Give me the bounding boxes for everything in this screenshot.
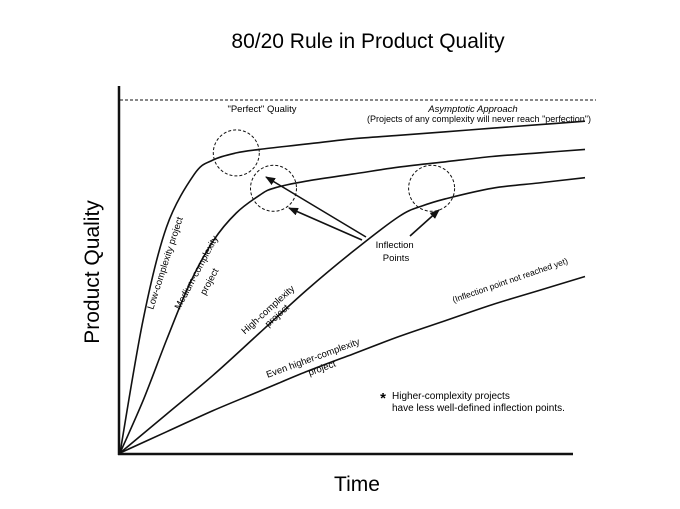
inflection-points-label: Inflection Points <box>376 240 417 264</box>
arrow-to-high <box>409 209 440 237</box>
perfect-quality-label: "Perfect" Quality <box>227 104 296 115</box>
chart-title: 80/20 Rule in Product Quality <box>231 30 505 53</box>
asymptotic-note: (Projects of any complexity will never r… <box>367 114 591 124</box>
arrow-to-medium <box>288 207 363 241</box>
asymptotic-title: Asymptotic Approach <box>427 104 517 115</box>
series-line-medium <box>119 148 586 454</box>
footnote-line-2: have less well-defined inflection points… <box>392 403 565 414</box>
y-axis-label: Product Quality <box>81 200 104 344</box>
footnote-asterisk: * <box>380 390 386 407</box>
series-line-low <box>119 120 586 454</box>
inflection-circle-low <box>212 129 260 177</box>
inflection-circles <box>212 129 456 212</box>
x-axis-label: Time <box>334 473 380 496</box>
series-layer <box>119 120 586 454</box>
footnote-line-1: Higher-complexity projects <box>392 391 510 402</box>
inflection-circle-high <box>408 164 456 212</box>
series-line-high <box>119 176 586 454</box>
series-line-higher <box>119 275 586 454</box>
inflection-circle-medium <box>250 164 297 212</box>
not-reached-label: (Inflection point not reached yet) <box>451 256 569 305</box>
arrow-to-low <box>265 176 367 238</box>
